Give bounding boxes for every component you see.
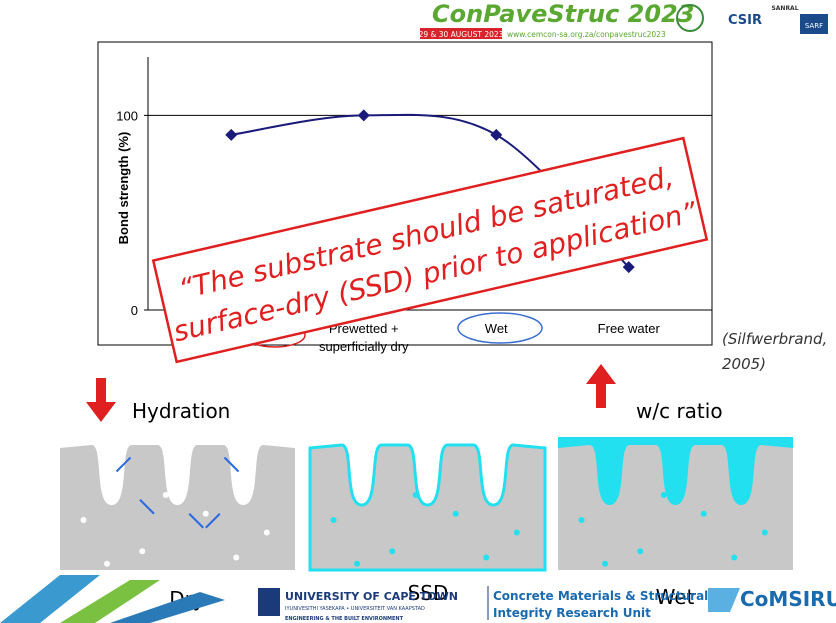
footer: UNIVERSITY OF CAPE TOWN IYUNIVESITHI YAS… [0,575,836,623]
pore-dot [761,529,768,536]
pore-dot [578,517,585,523]
state-label: Wet [656,585,695,609]
down-arrow [86,378,116,422]
y-tick-label: 0 [131,303,138,318]
citation: 2005) [722,355,766,373]
substrate [558,445,793,570]
pore-dot [602,560,608,567]
partner: CSIR [728,13,762,28]
pore-dot [80,517,87,523]
date: 29 & 30 AUGUST 2023 [419,30,504,39]
diagram [60,437,793,572]
pore-dot [263,529,270,536]
y-axis-label: Bond strength (%) [116,132,131,245]
banner-box [151,136,709,364]
date-box [420,28,502,39]
citation: (Silfwerbrand, [722,330,827,348]
pore-dot [202,510,209,517]
faculty: ENGINEERING & THE BUILT ENVIRONMENT [285,616,404,622]
pore-dot [700,510,707,517]
highlight-ellipse [457,312,543,344]
decor [0,575,100,623]
pore-dot [483,554,490,561]
data-point [622,261,635,274]
unit: Concrete Materials & Structural [493,589,708,603]
comsiru-mark [708,588,740,612]
unit: Integrity Research Unit [493,606,651,620]
x-tick-label: Wet [485,321,508,336]
pore-dot [330,517,337,523]
flow-arrow [188,513,204,529]
pore-dot [731,554,738,561]
data-point [225,128,238,141]
acronym: CoMSIRU [740,587,836,611]
conference-logo: ConPaveStruc 2023 [432,0,694,28]
pore-dot [233,554,240,561]
substrate [308,443,547,572]
pore-dot [637,548,644,555]
decor [60,580,160,623]
x-tick-label: Free water [598,321,661,336]
pore-dot [452,510,459,517]
pore-dot [354,560,360,567]
pore-dot [162,492,169,498]
pore-dot [660,492,667,498]
crest [258,588,280,616]
partner: SANRAL [771,5,798,12]
university-subtitle: IYUNIVESITHI YASEKAPA • UNIVERSITEIT VAN… [285,606,425,612]
flow-arrow [139,499,155,515]
partner: SARF [805,22,823,30]
pore-dot [412,492,419,498]
pore-dot [104,560,110,567]
arrow-label: Hydration [132,399,230,423]
state-label: SSD [408,581,449,605]
x-tick-label: Prewetted + superficially dry [319,321,409,354]
pore-dot [513,529,520,536]
flow-arrow [205,513,221,529]
cement-logo [676,4,704,32]
data-point [357,109,370,122]
url: www.cemcon-sa.org.za/conpavestruc2023 [507,30,666,39]
up-arrow [586,364,616,408]
substrate [60,445,295,570]
data-point [490,128,503,141]
pore-dot [139,548,146,555]
pore-dot [389,548,396,555]
university: UNIVERSITY OF CAPE TOWN [285,590,458,603]
flow-arrow [223,456,240,473]
decor [110,592,225,623]
header: ConPaveStruc 2023 29 & 30 AUGUST 2023 ww… [419,0,828,39]
flow-arrow [115,456,132,473]
arrow-label: w/c ratio [636,399,723,423]
sarf-box [800,14,828,34]
y-tick-label: 100 [116,108,138,123]
